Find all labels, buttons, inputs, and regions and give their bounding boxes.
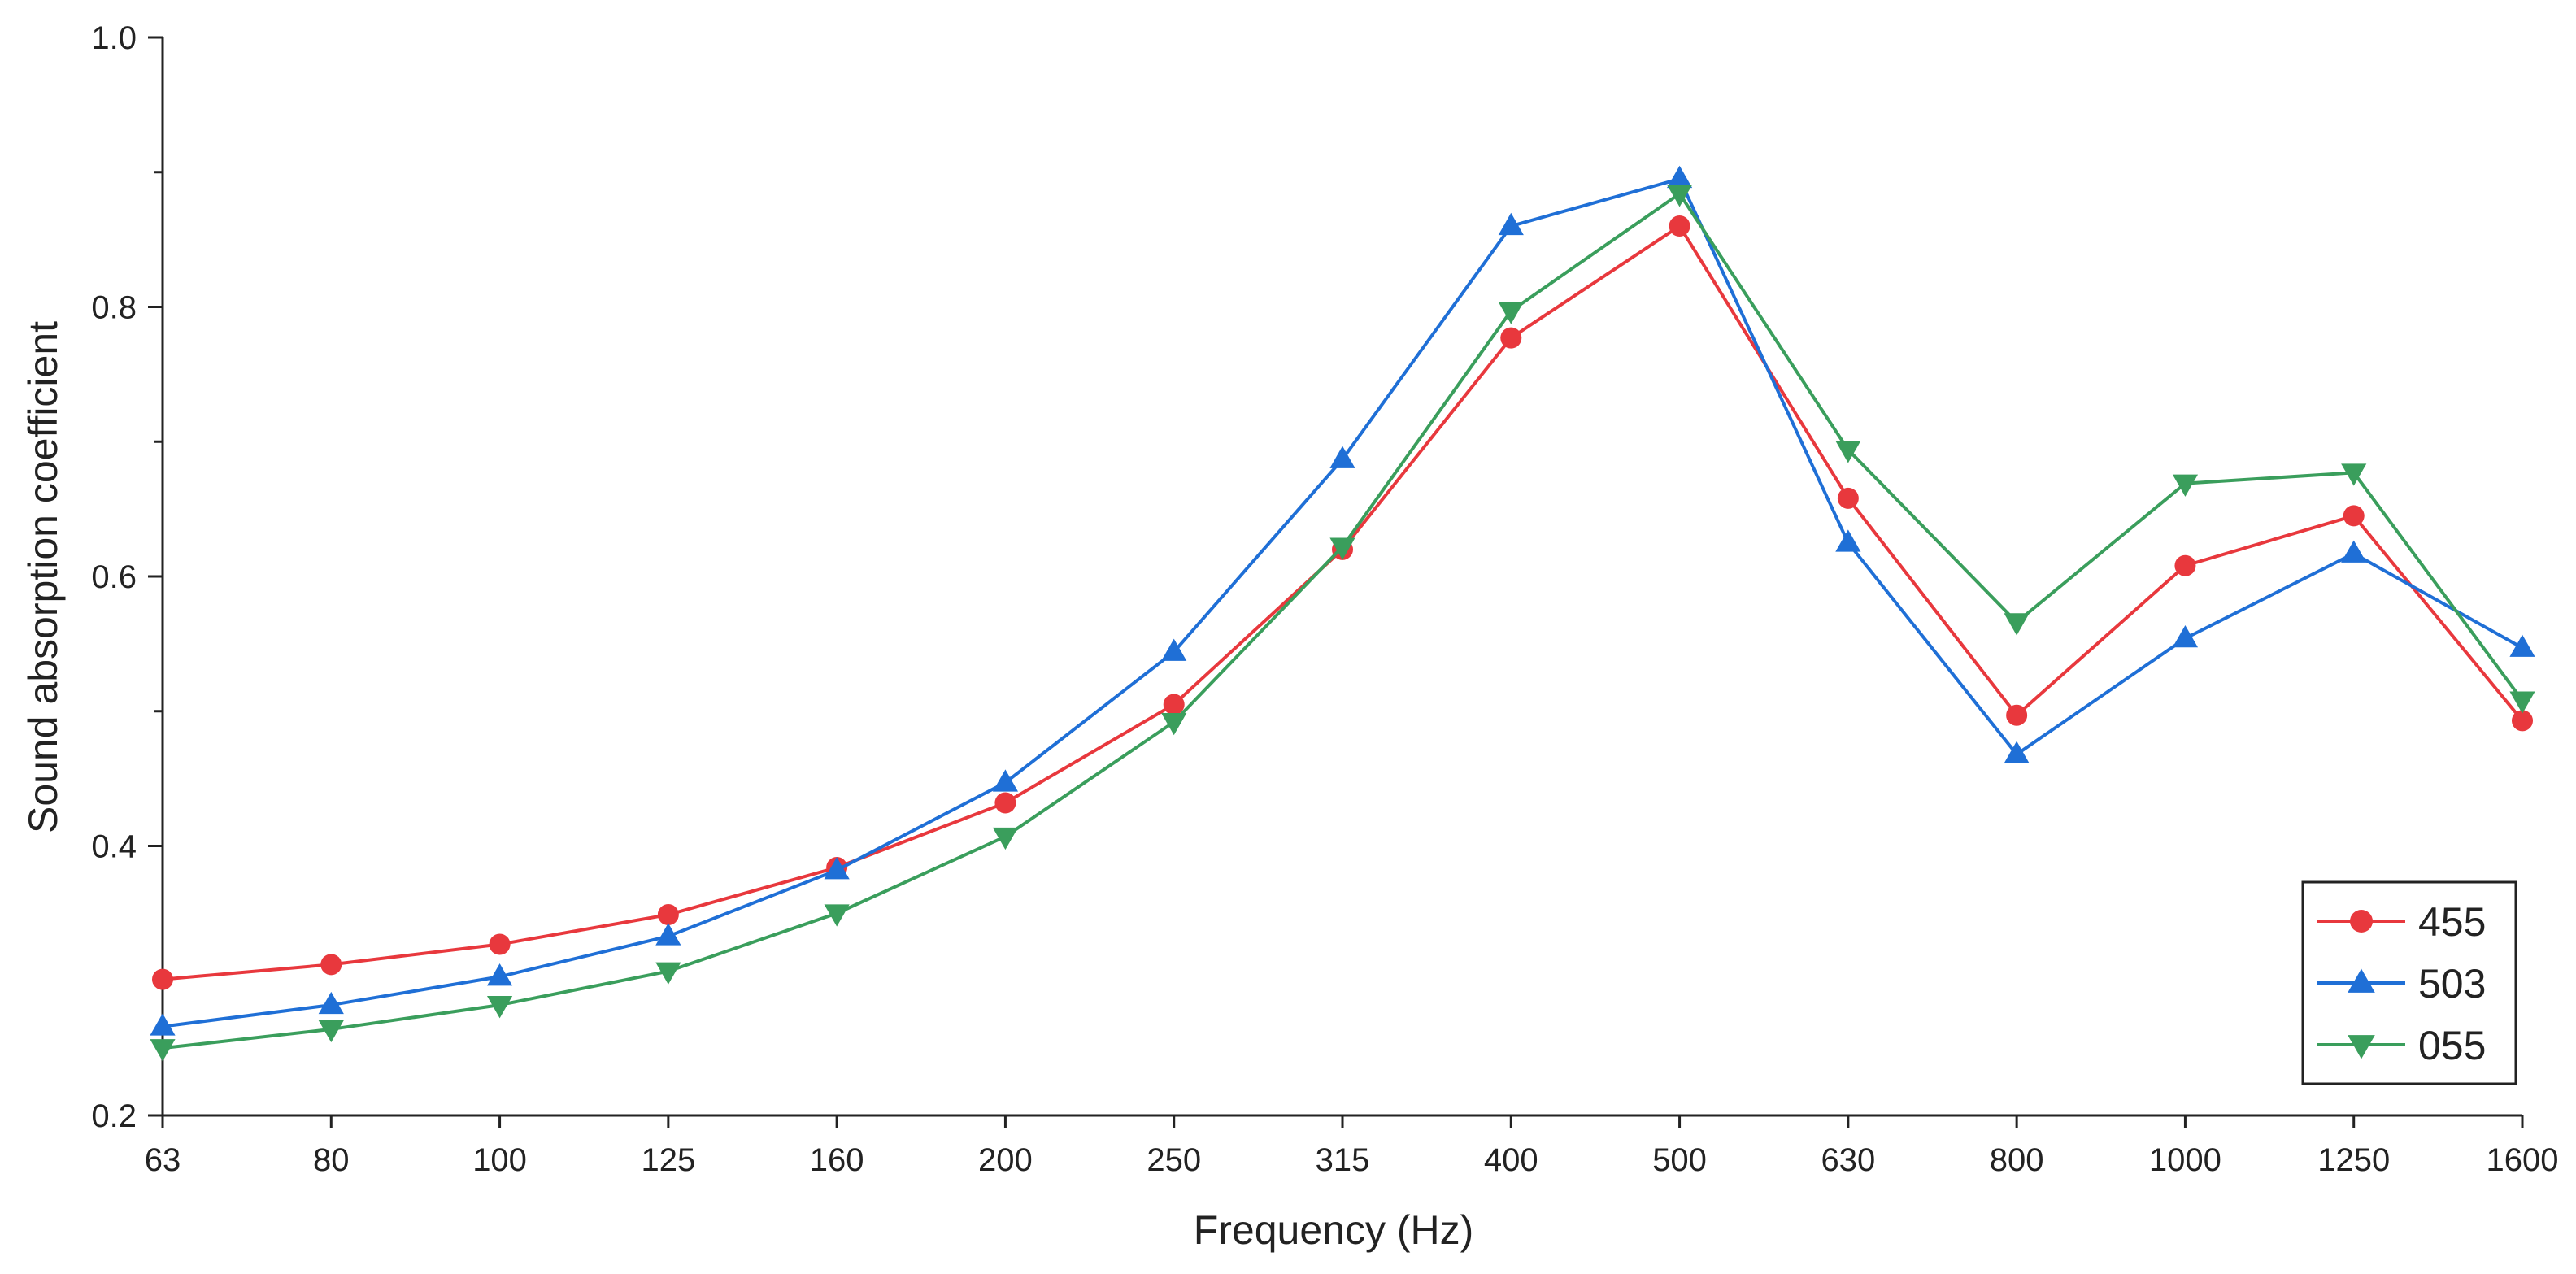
data-point-503-1600: [2509, 634, 2535, 657]
legend-label-455: 455: [2418, 899, 2486, 945]
x-tick-label: 250: [1147, 1142, 1201, 1178]
data-point-055-630: [1835, 441, 1861, 463]
x-tick-label: 1000: [2149, 1142, 2221, 1178]
data-point-455-100: [489, 933, 511, 955]
data-point-503-100: [486, 963, 513, 986]
series-line-455: [162, 224, 2524, 981]
data-point-455-1000: [2174, 554, 2196, 576]
data-point-055-1250: [2341, 463, 2367, 486]
data-point-503-630: [1835, 529, 1861, 552]
y-tick-label: 0.6: [91, 559, 137, 595]
data-point-503-315: [1329, 446, 1355, 468]
data-point-455-63: [152, 968, 173, 990]
data-point-055-500: [1666, 185, 1693, 207]
data-point-055-160: [824, 904, 850, 927]
y-tick-label: 0.4: [91, 829, 137, 865]
x-tick-label: 500: [1652, 1142, 1707, 1178]
data-point-055-315: [1329, 537, 1355, 560]
data-point-055-1600: [2509, 691, 2535, 714]
data-point-055-250: [1161, 712, 1187, 736]
legend-label-503: 503: [2418, 961, 2486, 1007]
series-055: [150, 185, 2535, 1062]
y-tick-label: 0.2: [91, 1098, 137, 1134]
data-point-055-125: [655, 962, 681, 985]
series-layer: [150, 165, 2535, 1062]
data-point-503-80: [318, 991, 344, 1015]
x-tick-label: 100: [472, 1142, 527, 1178]
data-point-503-800: [2004, 741, 2030, 763]
x-tick-label: 315: [1316, 1142, 1370, 1178]
data-point-455-1250: [2343, 505, 2365, 527]
data-point-455-630: [1837, 487, 1859, 509]
data-point-503-400: [1498, 212, 1524, 236]
data-point-055-400: [1498, 302, 1524, 324]
data-point-503-1000: [2172, 624, 2199, 648]
x-tick-label: 400: [1484, 1142, 1538, 1178]
data-point-055-63: [150, 1039, 176, 1062]
legend: 455 503 055: [2301, 880, 2517, 1085]
x-tick-label: 200: [978, 1142, 1033, 1178]
x-tick-label: 630: [1821, 1142, 1875, 1178]
x-axis-title: Frequency (Hz): [1194, 1207, 1474, 1253]
data-point-503-250: [1161, 638, 1187, 661]
legend-marker-055: [2348, 1035, 2375, 1059]
y-tick-label: 1.0: [91, 20, 137, 56]
series-line-503: [162, 177, 2523, 1028]
data-point-455-125: [657, 904, 679, 926]
data-point-055-100: [486, 996, 513, 1019]
data-point-055-1000: [2172, 474, 2199, 497]
data-point-455-250: [1163, 694, 1185, 715]
legend-marker-455: [2350, 910, 2373, 933]
x-tick-label: 125: [641, 1142, 695, 1178]
y-axis-title: Sound absorption coefficient: [20, 321, 66, 833]
legend-label-055: 055: [2418, 1023, 2486, 1068]
x-tick-label: 160: [810, 1142, 864, 1178]
series-455: [152, 215, 2533, 990]
legend-marker-503: [2348, 968, 2375, 993]
data-point-055-200: [992, 827, 1019, 850]
data-point-055-800: [2004, 613, 2030, 636]
data-point-503-125: [655, 923, 681, 946]
series-line-055: [162, 192, 2524, 1050]
series-503: [150, 165, 2535, 1036]
data-point-455-500: [1669, 215, 1690, 237]
x-tick-label: 1600: [2487, 1142, 2559, 1178]
y-tick-label: 0.8: [91, 290, 137, 326]
x-tick-label: 1250: [2317, 1142, 2390, 1178]
data-point-455-800: [2006, 704, 2028, 726]
data-point-455-1600: [2512, 710, 2533, 732]
data-point-503-160: [824, 857, 850, 880]
data-point-503-500: [1666, 165, 1693, 189]
data-point-455-80: [320, 954, 342, 976]
data-point-055-80: [318, 1020, 344, 1043]
data-point-503-1250: [2341, 540, 2367, 563]
data-point-503-63: [150, 1013, 176, 1036]
data-point-503-200: [992, 769, 1019, 792]
x-tick-label: 63: [145, 1142, 181, 1178]
x-tick-label: 800: [1990, 1142, 2044, 1178]
axes: 63 80 100 125 160 200 250 315 400 500 630 800 1000 12…: [91, 20, 2558, 1178]
data-point-455-200: [994, 792, 1016, 814]
x-tick-label: 80: [313, 1142, 350, 1178]
data-point-455-400: [1500, 327, 1522, 349]
